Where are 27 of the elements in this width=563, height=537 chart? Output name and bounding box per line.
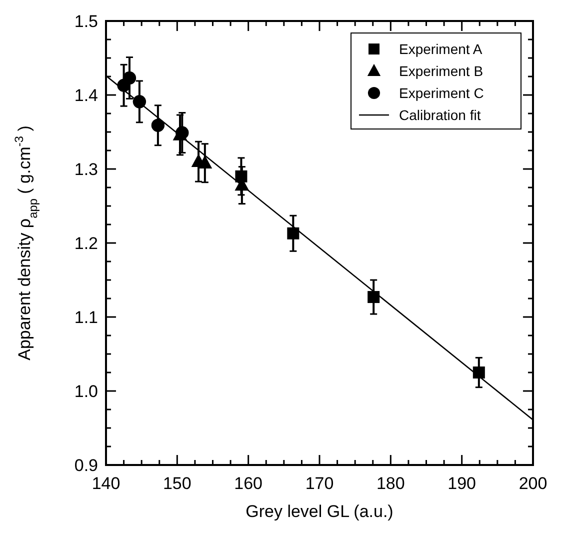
- x-tick-label: 190: [448, 474, 476, 493]
- y-tick-label: 1.5: [74, 12, 98, 31]
- x-tick-label: 180: [376, 474, 405, 493]
- x-tick-label: 160: [234, 474, 263, 493]
- x-tick-label: 170: [305, 474, 334, 493]
- point: [132, 95, 146, 108]
- point: [472, 366, 485, 378]
- y-tick-label: 0.9: [74, 456, 98, 475]
- legend-label: Calibration fit: [399, 107, 481, 123]
- x-tick-label: 150: [162, 474, 192, 493]
- x-axis-title: Grey level GL (a.u.): [246, 502, 394, 521]
- x-tick-label: 140: [92, 474, 120, 493]
- y-tick-label: 1.4: [74, 86, 98, 105]
- point: [235, 170, 248, 182]
- point: [198, 155, 212, 168]
- point: [287, 227, 300, 240]
- y-tick-label: 1.3: [74, 160, 98, 179]
- y-tick-label: 1.0: [74, 382, 98, 401]
- y-tick-label: 1.1: [74, 308, 98, 327]
- legend-label: Experiment B: [399, 63, 484, 79]
- x-tick-label: 200: [518, 474, 548, 493]
- point: [368, 291, 380, 304]
- point: [151, 118, 165, 132]
- legend-label: Experiment C: [399, 85, 484, 101]
- point: [122, 71, 136, 85]
- legend-label: Experiment A: [399, 41, 483, 57]
- y-tick-label: 1.2: [74, 234, 98, 253]
